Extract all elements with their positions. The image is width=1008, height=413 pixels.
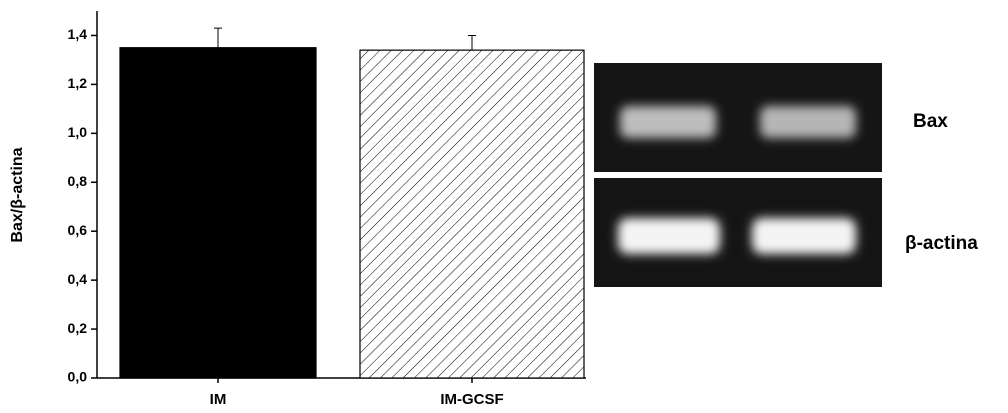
gel-band bbox=[752, 218, 856, 254]
figure: Bax/β-actina Bax β-actina 0,0 0,2 0,4 0,6 0,… bbox=[0, 0, 1008, 413]
y-tick-label: 0,4 bbox=[68, 271, 88, 287]
gel-label: β-actina bbox=[905, 233, 978, 254]
gel-band bbox=[618, 218, 720, 254]
y-tick-label: 0,2 bbox=[68, 320, 88, 336]
error-bar bbox=[214, 28, 222, 48]
error-bar bbox=[468, 35, 476, 50]
y-tick-label: 0,8 bbox=[68, 173, 88, 189]
gel-band bbox=[760, 106, 856, 138]
x-tick-label: IM-GCSF bbox=[440, 391, 503, 408]
y-tick-label: 1,0 bbox=[68, 124, 88, 140]
gel-image bbox=[594, 63, 882, 287]
y-tick-label: 1,4 bbox=[68, 26, 88, 42]
x-tick-label: IM bbox=[210, 391, 227, 408]
y-tick-label: 1,2 bbox=[68, 75, 88, 91]
gel-label: Bax bbox=[913, 111, 948, 132]
gel-band bbox=[620, 106, 716, 138]
y-tick-label: 0,0 bbox=[68, 369, 88, 385]
bar bbox=[120, 48, 316, 378]
bar bbox=[360, 50, 584, 378]
y-tick-label: 0,6 bbox=[68, 222, 88, 238]
y-axis-title: Bax/β-actina bbox=[9, 147, 26, 242]
